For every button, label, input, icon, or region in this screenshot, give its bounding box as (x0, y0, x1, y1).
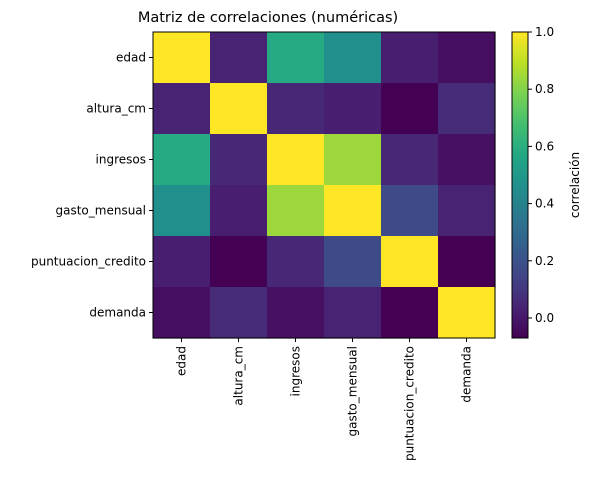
x-tick-label-altura-cm: altura_cm (232, 346, 246, 406)
plot-frame (152, 31, 496, 339)
colorbar-tick-label: 0.0 (535, 311, 554, 325)
x-tick-label-puntuacion-credito: puntuacion_credito (403, 346, 417, 461)
heatmap-cell-puntuacion-credito-edad (153, 236, 211, 288)
heatmap-cell-altura-cm-demanda (438, 83, 496, 135)
colorbar-tick-label: 1.0 (535, 25, 554, 39)
heatmap-cell-gasto-mensual-gasto-mensual (324, 185, 382, 237)
heatmap-cell-demanda-ingresos (267, 287, 325, 339)
x-tick-label-demanda: demanda (460, 346, 474, 403)
heatmap-cell-altura-cm-ingresos (267, 83, 325, 135)
colorbar-ticks: 0.0 0.2 0.4 0.6 0.8 1.0 (528, 25, 554, 325)
y-tick-label-edad: edad (116, 51, 146, 65)
heatmap-cells (153, 32, 496, 339)
y-tick-label-demanda: demanda (89, 306, 146, 320)
heatmap-cell-demanda-edad (153, 287, 211, 339)
chart-title: Matriz de correlaciones (numéricas) (138, 10, 398, 26)
heatmap-cell-gasto-mensual-altura-cm (210, 185, 268, 237)
heatmap-cell-puntuacion-credito-ingresos (267, 236, 325, 288)
heatmap-cell-demanda-puntuacion-credito (381, 287, 439, 339)
heatmap-cell-ingresos-puntuacion-credito (381, 134, 439, 186)
x-tick-labels: edad altura_cm ingresos gasto_mensual puntua… (175, 338, 474, 461)
heatmap-cell-edad-ingresos (267, 32, 325, 84)
heatmap-cell-ingresos-edad (153, 134, 211, 186)
heatmap-cell-altura-cm-puntuacion-credito (381, 83, 439, 135)
heatmap-cell-demanda-gasto-mensual (324, 287, 382, 339)
heatmap-cell-ingresos-altura-cm (210, 134, 268, 186)
colorbar (511, 31, 529, 339)
heatmap-cell-altura-cm-gasto-mensual (324, 83, 382, 135)
colorbar-tick-label: 0.2 (535, 254, 554, 268)
heatmap-cell-altura-cm-edad (153, 83, 211, 135)
y-tick-label-gasto-mensual: gasto_mensual (56, 204, 147, 218)
colorbar-tick-label: 0.8 (535, 82, 554, 96)
heatmap-cell-puntuacion-credito-puntuacion-credito (381, 236, 439, 288)
heatmap-cell-edad-gasto-mensual (324, 32, 382, 84)
heatmap-cell-edad-altura-cm (210, 32, 268, 84)
colorbar-label: correlación (568, 152, 582, 218)
heatmap-cell-ingresos-ingresos (267, 134, 325, 186)
heatmap-cell-edad-demanda (438, 32, 496, 84)
heatmap-cell-puntuacion-credito-gasto-mensual (324, 236, 382, 288)
y-tick-labels: edad altura_cm ingresos gasto_mensualpuntua… (31, 51, 153, 320)
heatmap-cell-puntuacion-credito-altura-cm (210, 236, 268, 288)
heatmap-cell-demanda-altura-cm (210, 287, 268, 339)
heatmap-cell-edad-puntuacion-credito (381, 32, 439, 84)
heatmap-cell-gasto-mensual-puntuacion-credito (381, 185, 439, 237)
heatmap-cell-gasto-mensual-ingresos (267, 185, 325, 237)
heatmap-cell-gasto-mensual-edad (153, 185, 211, 237)
y-tick-label-puntuacion-credito: puntuacion_credito (31, 255, 146, 269)
heatmap-cell-ingresos-gasto-mensual (324, 134, 382, 186)
heatmap-cell-puntuacion-credito-demanda (438, 236, 496, 288)
heatmap-cell-edad-edad (153, 32, 211, 84)
x-tick-label-edad: edad (175, 346, 189, 376)
y-tick-label-altura-cm: altura_cm (86, 102, 146, 116)
y-tick-label-ingresos: ingresos (96, 153, 146, 167)
heatmap-cell-gasto-mensual-demanda (438, 185, 496, 237)
x-tick-label-gasto-mensual: gasto_mensual (346, 346, 360, 437)
colorbar-tick-label: 0.4 (535, 197, 554, 211)
heatmap-cell-altura-cm-altura-cm (210, 83, 268, 135)
colorbar-tick-label: 0.6 (535, 139, 554, 153)
x-tick-label-ingresos: ingresos (289, 346, 303, 396)
heatmap-cell-ingresos-demanda (438, 134, 496, 186)
heatmap-cell-demanda-demanda (438, 287, 496, 339)
